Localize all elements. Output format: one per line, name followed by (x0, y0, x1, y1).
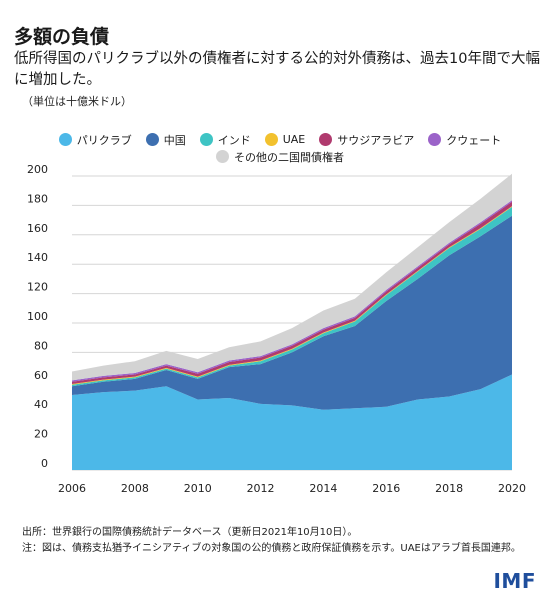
y-tick-label: 200 (27, 163, 48, 176)
chart-title: 多額の負債 (14, 26, 110, 48)
area-series-3 (72, 206, 512, 385)
y-tick-label: 60 (34, 369, 48, 382)
y-tick-label: 0 (41, 457, 48, 470)
x-tick-label: 2012 (247, 482, 275, 495)
legend-swatch (428, 133, 442, 146)
y-tick-label: 80 (34, 339, 48, 352)
legend-label: サウジアラビア (337, 133, 415, 147)
footnote: 注：図は、債務支払猶予イニシアティブの対象国の公的債務と政府保証債務を示す。UA… (22, 543, 521, 554)
x-tick-label: 2018 (435, 482, 463, 495)
area-series-6 (72, 173, 512, 381)
legend-row: その他の二国間債権者 (0, 148, 560, 165)
legend-item: サウジアラビア (319, 132, 414, 148)
legend-swatch (199, 133, 213, 146)
y-tick-label: 160 (27, 222, 48, 235)
y-tick-label: 20 (34, 428, 48, 441)
area-series-1 (72, 215, 512, 410)
chart-subtitle: 低所得国のパリクラブ以外の債権者に対する公的対外債務は、過去10年間で大幅に増加… (14, 51, 540, 88)
legend: パリクラブ 中国 インド UAE サウジアラビア クウェート その他の二国間債権者 (0, 131, 560, 165)
legend-item: インド (199, 132, 251, 148)
legend-item: 中国 (145, 132, 186, 148)
area-series-0 (72, 374, 512, 470)
x-tick-label: 2010 (184, 482, 212, 495)
legend-label: 中国 (163, 133, 186, 147)
legend-label: その他の二国間債権者 (234, 150, 344, 164)
imf-logo: IMF (493, 569, 536, 593)
y-axis: 0 20 40 60 80 100 120 140 160 180 200 (27, 163, 48, 470)
x-axis: 2006 2008 2010 2012 2014 2016 2018 2020 (58, 482, 526, 495)
legend-item: UAE (264, 133, 306, 146)
x-tick-label: 2016 (372, 482, 400, 495)
area-series-4 (72, 201, 512, 385)
stacked-area-chart: 0 20 40 60 80 100 120 140 160 180 200 2006 2008 2010… (27, 163, 526, 495)
source-note: 出所：世界銀行の国際債務統計データベース（更新日2021年10月10日）。 (22, 527, 358, 538)
legend-swatch (58, 133, 72, 146)
x-tick-label: 2020 (498, 482, 526, 495)
y-tick-label: 100 (27, 310, 48, 323)
legend-row: パリクラブ 中国 インド UAE サウジアラビア クウェート (0, 131, 560, 148)
legend-label: クウェート (446, 133, 502, 147)
area-series-5 (72, 200, 512, 382)
x-tick-label: 2008 (121, 482, 149, 495)
x-tick-label: 2006 (58, 482, 86, 495)
area-series-2 (72, 206, 512, 387)
legend-item: その他の二国間債権者 (216, 149, 344, 165)
y-tick-label: 180 (27, 192, 48, 205)
legend-swatch (145, 133, 159, 146)
y-tick-label: 40 (34, 398, 48, 411)
x-tick-label: 2014 (309, 482, 337, 495)
legend-label: UAE (282, 133, 306, 146)
legend-label: インド (217, 133, 251, 147)
legend-item: パリクラブ (58, 132, 132, 148)
unit-label: （単位は十億米ドル） (22, 95, 132, 108)
y-tick-label: 140 (27, 251, 48, 264)
legend-swatch (216, 150, 229, 163)
legend-swatch (319, 133, 333, 146)
legend-label: パリクラブ (76, 133, 132, 147)
area-series (72, 173, 512, 470)
y-tick-label: 120 (27, 281, 48, 294)
legend-swatch (264, 133, 278, 146)
legend-item: クウェート (428, 132, 501, 148)
